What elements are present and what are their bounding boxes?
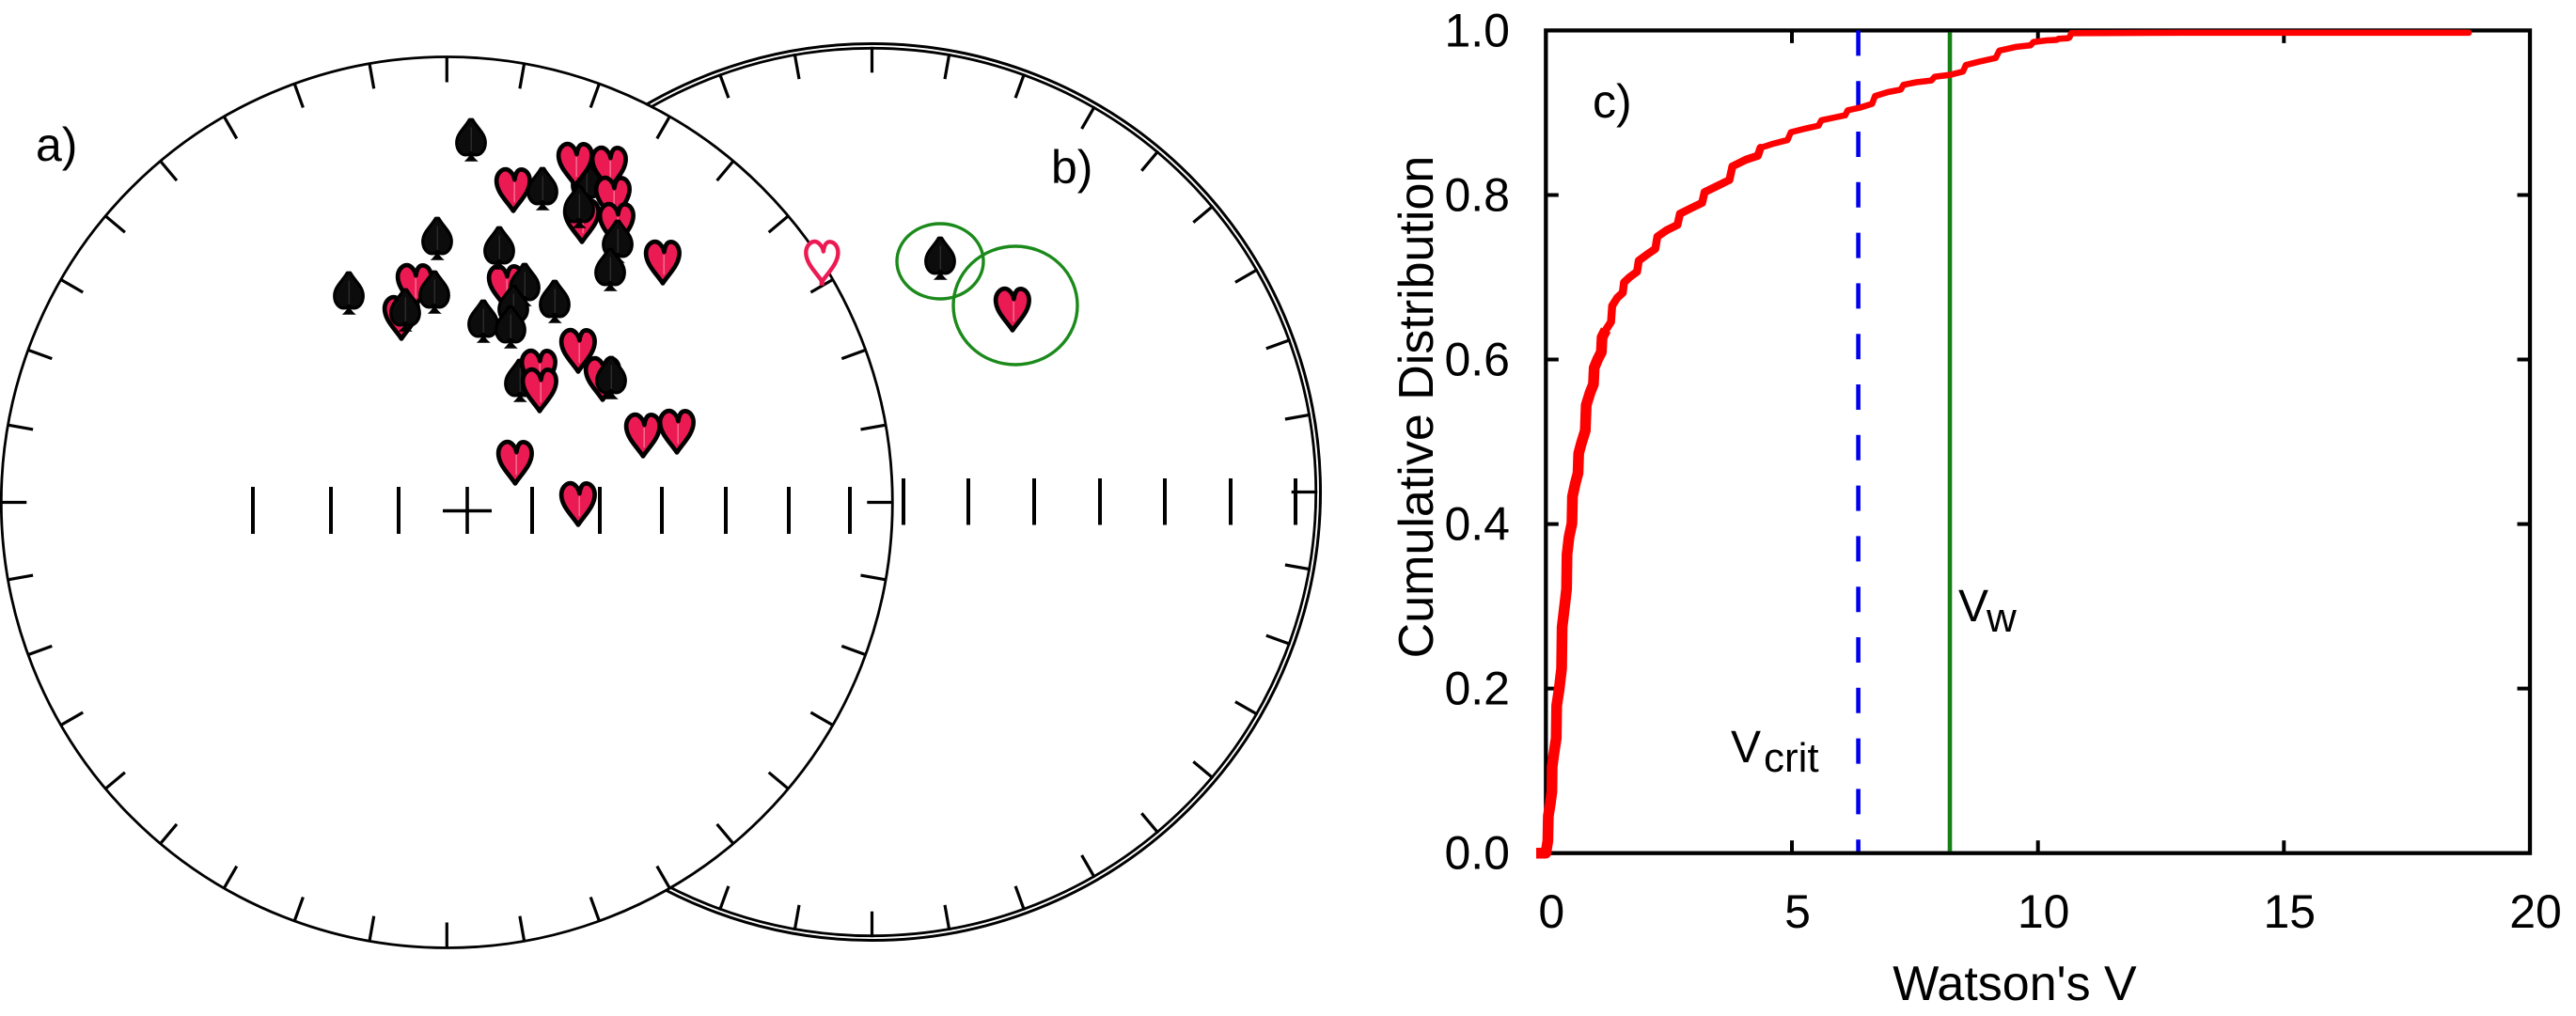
svg-text:w: w — [1986, 595, 2017, 641]
svg-text:0.4: 0.4 — [1444, 498, 1510, 551]
svg-text:V: V — [1731, 723, 1761, 773]
svg-text:0.2: 0.2 — [1444, 663, 1510, 715]
svg-text:V: V — [1958, 582, 1988, 632]
svg-text:Cumulative Distribution: Cumulative Distribution — [1390, 156, 1444, 659]
svg-text:20: 20 — [2509, 885, 2562, 938]
svg-text:0.0: 0.0 — [1444, 827, 1510, 880]
svg-text:5: 5 — [1784, 885, 1811, 938]
svg-text:a): a) — [36, 118, 77, 171]
svg-text:Watson's V: Watson's V — [1893, 957, 2137, 1011]
svg-text:c): c) — [1593, 75, 1632, 128]
svg-text:b): b) — [1051, 141, 1092, 194]
svg-text:0.6: 0.6 — [1444, 334, 1510, 386]
svg-text:0.8: 0.8 — [1444, 168, 1510, 221]
svg-text:1.0: 1.0 — [1444, 4, 1510, 56]
svg-text:crit: crit — [1764, 735, 1819, 781]
svg-text:0: 0 — [1538, 885, 1564, 938]
svg-text:15: 15 — [2264, 885, 2317, 938]
svg-text:10: 10 — [2018, 885, 2070, 938]
